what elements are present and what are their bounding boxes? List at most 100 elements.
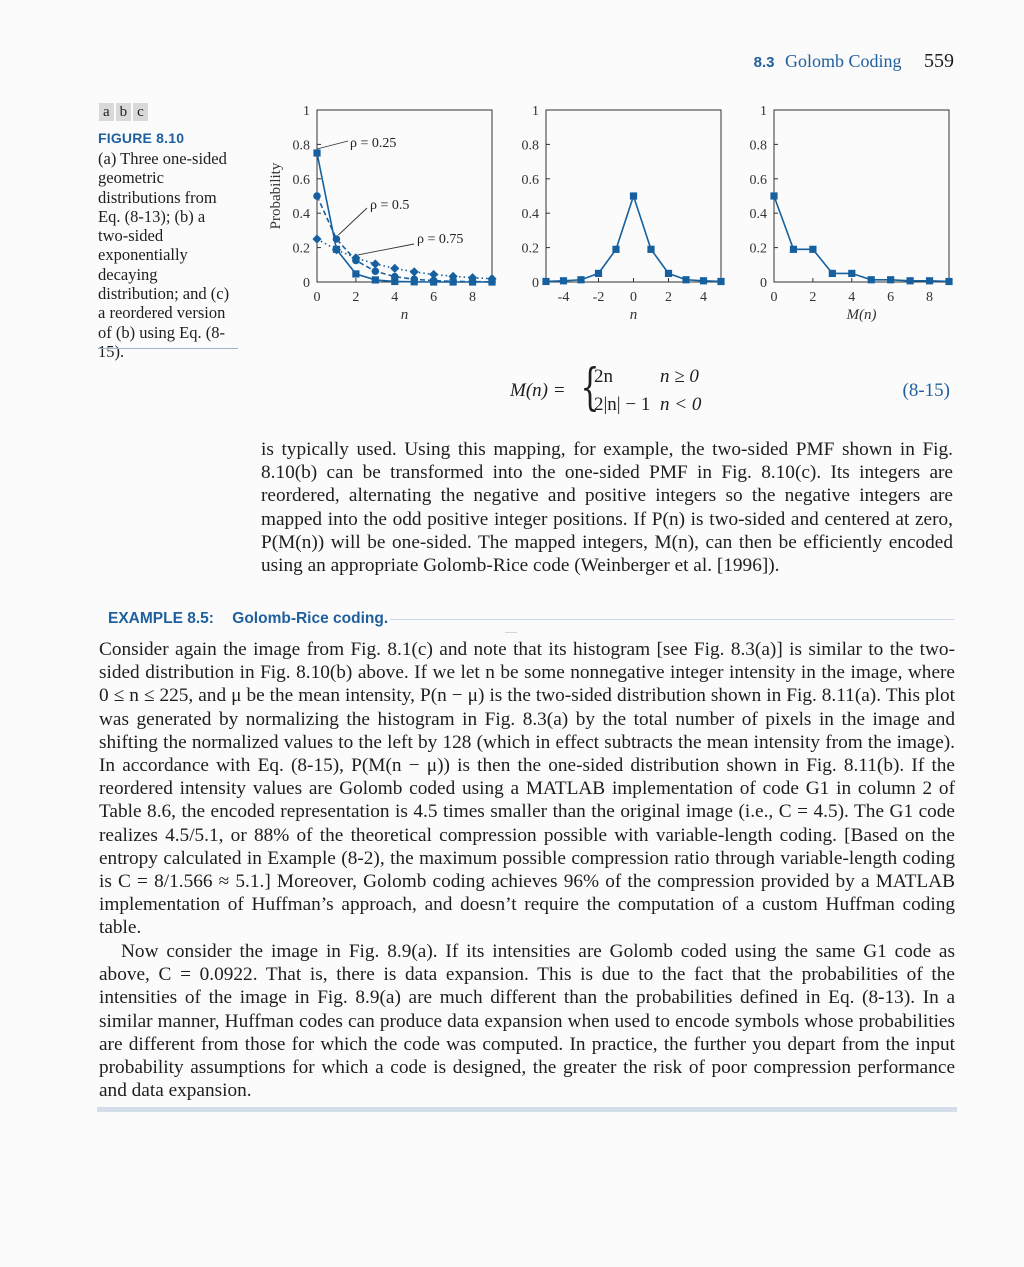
chart-b-xtick-label: -4 bbox=[558, 290, 570, 305]
chart-a-annotation-label: ρ = 0.25 bbox=[350, 136, 396, 151]
chart-a-series-line bbox=[316, 195, 493, 283]
chart-c-ytick-label: 0.2 bbox=[750, 242, 768, 257]
chart-c-point bbox=[867, 276, 875, 284]
chart-c-ytick-label: 0 bbox=[760, 276, 767, 291]
example-mark bbox=[505, 632, 517, 633]
chart-a-ytick-label: 0 bbox=[303, 276, 310, 291]
panel-tabs: a b c bbox=[99, 103, 148, 121]
chart-a-xtick-label: 6 bbox=[430, 290, 437, 305]
chart-c-point bbox=[789, 245, 798, 253]
chart-a-annotation-leader bbox=[316, 140, 349, 150]
chart-c-xlabel: M(n) bbox=[846, 307, 877, 323]
chart-a-ylabel: Probability bbox=[268, 162, 284, 229]
example-rule bbox=[390, 619, 954, 620]
chart-c-series-line bbox=[773, 195, 950, 283]
chart-a-annotation-leader bbox=[338, 207, 368, 236]
chart-a-ytick-label: 0.6 bbox=[293, 173, 311, 188]
chart-a-xtick-label: 8 bbox=[469, 290, 476, 305]
chart-c-point bbox=[925, 277, 934, 285]
chart-a-point bbox=[352, 270, 360, 278]
chart-a-point bbox=[409, 267, 419, 277]
chart-a-frame bbox=[316, 109, 493, 283]
chart-a-point bbox=[487, 274, 497, 284]
equation-case2-cond: n < 0 bbox=[660, 394, 702, 415]
chart-b-point bbox=[664, 269, 673, 277]
chart-a-series-line bbox=[316, 152, 492, 283]
equation-lhs: M(n) = bbox=[510, 380, 566, 401]
chart-b-point bbox=[629, 192, 638, 200]
chart-a-point bbox=[313, 149, 321, 157]
chart-c-point bbox=[828, 269, 836, 277]
chart-a-point bbox=[371, 276, 379, 284]
example-paragraph-1: Consider again the image from Fig. 8.1(c… bbox=[99, 639, 955, 939]
chart-b-point bbox=[717, 277, 725, 286]
chart-a-annotation-label: ρ = 0.5 bbox=[370, 198, 409, 213]
figure-caption: (a) Three one-sided geometric distributi… bbox=[98, 149, 230, 361]
chart-b-point bbox=[577, 276, 585, 284]
page-number: 559 bbox=[924, 50, 954, 72]
chart-a-point bbox=[429, 269, 439, 280]
chart-c-point bbox=[848, 269, 856, 277]
chart-a-ytick-label: 0.4 bbox=[293, 207, 311, 222]
chart-a-annotation-label: ρ = 0.75 bbox=[417, 232, 463, 247]
chart-b-ytick-label: 0.4 bbox=[522, 207, 540, 222]
chart-b-xtick-label: 2 bbox=[665, 290, 672, 305]
figure-charts: 0 0.2 0.4 0.6 0.8 1 0 2 4 6 8 n Probability ρ = 0.25 ρ… bbox=[268, 104, 953, 323]
chart-b-xtick-label: -2 bbox=[593, 290, 605, 305]
chart-a-xtick-label: 2 bbox=[352, 290, 359, 305]
chart-a-ytick-label: 0.8 bbox=[293, 138, 311, 153]
chart-b-ytick-label: 1 bbox=[532, 104, 539, 119]
panel-tab-a: a bbox=[99, 103, 114, 121]
chart-a-point bbox=[391, 277, 399, 286]
section-number: 8.3 bbox=[753, 54, 775, 71]
equation-8-15: M(n) = { 2n n ≥ 0 2|n| − 1 n < 0 (8-15) bbox=[510, 362, 950, 422]
chart-c-xtick-label: 8 bbox=[926, 290, 933, 305]
chart-b-ytick-label: 0.8 bbox=[522, 138, 540, 153]
chart-b-ytick-label: 0 bbox=[532, 276, 539, 291]
chart-b-point bbox=[647, 245, 655, 253]
body-paragraph: is typically used. Using this mapping, f… bbox=[261, 439, 953, 577]
chart-c-frame bbox=[773, 109, 950, 283]
chart-a-point bbox=[371, 267, 380, 276]
equation-case2-expr: 2|n| − 1 bbox=[594, 394, 651, 415]
chart-b-series-line bbox=[545, 193, 722, 283]
chart-c-point bbox=[809, 245, 817, 253]
chart-a-series-line bbox=[316, 238, 493, 280]
chart-a-xlabel: n bbox=[401, 307, 409, 323]
chart-a-point bbox=[331, 245, 342, 255]
chart-a-ytick-label: 1 bbox=[303, 104, 310, 119]
chart-b-xtick-label: 0 bbox=[630, 290, 637, 305]
equation-number: (8-15) bbox=[902, 380, 950, 401]
example-paragraph-2: Now consider the image in Fig. 8.9(a). I… bbox=[99, 941, 955, 1102]
chart-b-xlabel: n bbox=[630, 307, 638, 323]
chart-a-point bbox=[313, 192, 321, 200]
chart-c-xtick-label: 2 bbox=[809, 290, 816, 305]
example-heading: EXAMPLE 8.5: Golomb-Rice coding. bbox=[108, 610, 388, 628]
chart-b-ytick-label: 0.6 bbox=[522, 173, 540, 188]
equation-case1-cond: n ≥ 0 bbox=[660, 366, 699, 387]
chart-a-point bbox=[370, 259, 380, 269]
example-end-rule bbox=[97, 1107, 957, 1112]
panel-tab-c: c bbox=[133, 103, 148, 121]
chart-a-point bbox=[390, 272, 399, 281]
chart-b-point bbox=[542, 277, 550, 286]
chart-b-ytick-label: 0.2 bbox=[522, 242, 540, 257]
example-title: Golomb-Rice coding. bbox=[232, 610, 389, 627]
chart-c-point bbox=[770, 192, 778, 200]
chart-c-point bbox=[945, 277, 953, 286]
running-header: 8.3 Golomb Coding 559 bbox=[754, 50, 954, 73]
chart-b-point bbox=[699, 277, 708, 285]
chart-a-point bbox=[332, 235, 341, 243]
chart-b-xtick-label: 4 bbox=[700, 290, 707, 305]
chart-c-xtick-label: 6 bbox=[887, 290, 894, 305]
chart-a-point bbox=[429, 276, 438, 285]
chart-b-point bbox=[682, 276, 690, 284]
chart-c-point bbox=[887, 276, 895, 284]
chart-a-point bbox=[410, 275, 419, 284]
chart-a-xtick-label: 0 bbox=[314, 290, 321, 305]
section-title: Golomb Coding bbox=[784, 51, 902, 71]
chart-a-point bbox=[312, 234, 322, 244]
chart-c-ytick-label: 0.6 bbox=[750, 173, 768, 188]
chart-a-point bbox=[351, 253, 361, 263]
chart-a-ytick-label: 0.2 bbox=[293, 242, 311, 257]
